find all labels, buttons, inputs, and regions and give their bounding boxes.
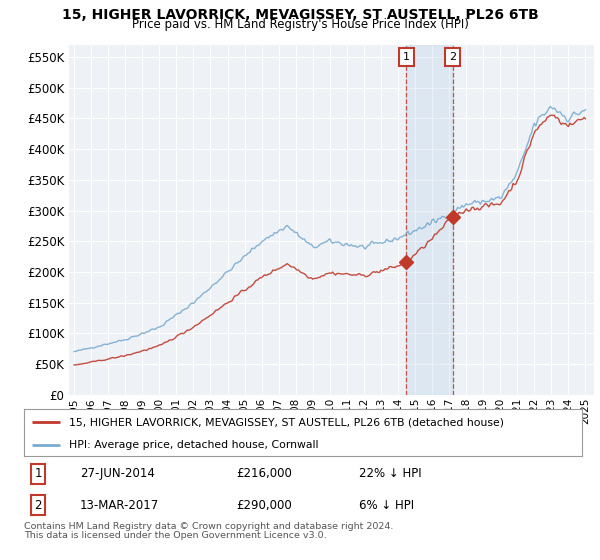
Text: Contains HM Land Registry data © Crown copyright and database right 2024.: Contains HM Land Registry data © Crown c… — [24, 522, 394, 531]
Text: 2: 2 — [449, 52, 456, 62]
Text: Price paid vs. HM Land Registry's House Price Index (HPI): Price paid vs. HM Land Registry's House … — [131, 18, 469, 31]
Text: 22% ↓ HPI: 22% ↓ HPI — [359, 468, 421, 480]
Text: 6% ↓ HPI: 6% ↓ HPI — [359, 498, 414, 512]
Text: This data is licensed under the Open Government Licence v3.0.: This data is licensed under the Open Gov… — [24, 531, 326, 540]
Bar — [406, 45, 452, 395]
Text: 15, HIGHER LAVORRICK, MEVAGISSEY, ST AUSTELL, PL26 6TB (detached house): 15, HIGHER LAVORRICK, MEVAGISSEY, ST AUS… — [68, 417, 503, 427]
Text: £216,000: £216,000 — [236, 468, 292, 480]
Text: 2: 2 — [34, 498, 42, 512]
Text: £290,000: £290,000 — [236, 498, 292, 512]
Text: 1: 1 — [34, 468, 42, 480]
Text: HPI: Average price, detached house, Cornwall: HPI: Average price, detached house, Corn… — [68, 440, 318, 450]
Text: 27-JUN-2014: 27-JUN-2014 — [80, 468, 155, 480]
Text: 15, HIGHER LAVORRICK, MEVAGISSEY, ST AUSTELL, PL26 6TB: 15, HIGHER LAVORRICK, MEVAGISSEY, ST AUS… — [62, 8, 538, 22]
Text: 1: 1 — [403, 52, 410, 62]
Text: 13-MAR-2017: 13-MAR-2017 — [80, 498, 159, 512]
